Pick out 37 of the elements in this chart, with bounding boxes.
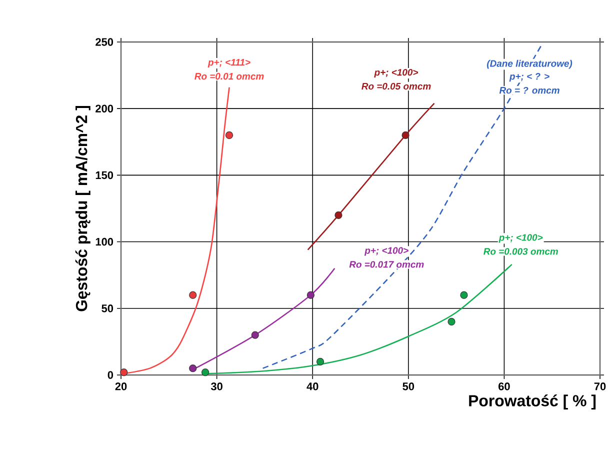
x-tick-label: 40 [306,382,318,390]
point [402,131,410,140]
point [251,331,259,339]
y-tick-label: 250 [96,38,114,46]
text: p+; <100> [498,234,543,243]
annotation: Ro = ? omcm [499,86,560,94]
x-tick-label: 20 [115,382,127,390]
series-label: p+; < ? > [509,73,550,82]
annotation: (Dane literaturowe) [487,60,572,69]
text: p+; <100> [374,68,418,78]
y-tick-label: 150 [96,171,114,180]
point [189,364,197,372]
y-tick-label: 100 [96,238,114,246]
x-tick-label: 60 [498,382,510,390]
point [448,318,456,326]
y-tick-label: 50 [102,304,114,312]
annotation: Ro =0.017 omcm [349,261,424,268]
point [334,211,342,219]
x-tick-label: 50 [402,382,414,390]
point [120,368,128,376]
y-tick-label: 200 [96,104,114,112]
point [225,131,234,140]
x-axis-title: Porowatość [ % ] [469,394,596,410]
annotation: Ro =0.01 omcm [194,72,264,80]
text: p+; <100> [364,247,408,256]
annotation: Ro =0.05 omcm [362,82,431,90]
point [316,358,324,366]
x-tick-label: 70 [594,382,606,390]
point [202,368,210,376]
y-tick-label: 0 [108,371,114,379]
y-axis-title: Gęstość prądu [ mA/cm^2 ] [75,106,90,312]
annotation: Ro =0.003 omcm [484,248,558,255]
text: p+; <111> [208,59,250,68]
point [189,291,197,299]
point [306,291,314,299]
x-tick-label: 30 [210,382,222,390]
point [460,291,468,299]
